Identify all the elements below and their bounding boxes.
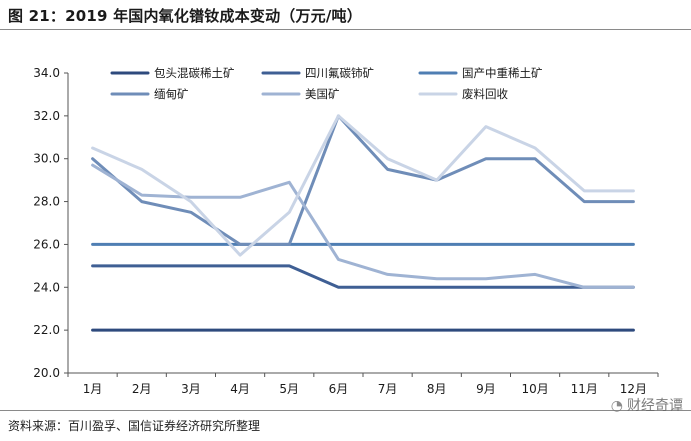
wechat-icon: ◔ [610, 398, 623, 414]
y-tick-label: 32.0 [33, 109, 60, 123]
y-tick-label: 26.0 [33, 237, 60, 251]
series-line-5 [91, 163, 635, 289]
chart-title: 图 21：2019 年国内氧化镨钕成本变动（万元/吨） [8, 7, 362, 25]
x-tick-label: 11月 [571, 382, 598, 396]
x-tick-label: 5月 [279, 382, 299, 396]
y-tick-label: 34.0 [33, 66, 60, 80]
series-line-4 [91, 114, 635, 246]
chart-series-lines [91, 114, 635, 332]
watermark-text: 财经奇谭 [627, 398, 683, 414]
legend-label-5: 美国矿 [305, 87, 340, 101]
x-tick-label: 2月 [132, 382, 152, 396]
legend-label-3: 国产中重稀土矿 [462, 66, 543, 80]
legend-label-6: 废料回收 [462, 87, 508, 101]
x-tick-label: 7月 [378, 382, 398, 396]
x-tick-label: 8月 [427, 382, 447, 396]
x-tick-label: 12月 [620, 382, 647, 396]
title-bar: 图 21：2019 年国内氧化镨钕成本变动（万元/吨） [0, 0, 691, 30]
legend-label-4: 缅甸矿 [154, 87, 189, 101]
x-tick-label: 3月 [181, 382, 201, 396]
footer-divider [0, 410, 691, 411]
y-tick-label: 28.0 [33, 195, 60, 209]
x-tick-label: 1月 [83, 382, 103, 396]
series-line-6 [91, 114, 635, 257]
x-tick-label: 4月 [230, 382, 250, 396]
line-chart: 20.0 22.0 24.0 26.0 28.0 30.0 32.0 34.0 1月 2月 3月 4月… [33, 66, 659, 396]
y-tick-label: 30.0 [33, 152, 60, 166]
y-tick-label: 24.0 [33, 280, 60, 294]
chart-axes: 20.0 22.0 24.0 26.0 28.0 30.0 32.0 34.0 1月 2月 3月 4月… [33, 66, 659, 396]
x-tick-label: 10月 [521, 382, 548, 396]
x-tick-label: 6月 [329, 382, 349, 396]
source-note: 资料来源：百川盈孚、国信证券经济研究所整理 [8, 419, 261, 433]
y-tick-label: 20.0 [33, 366, 60, 380]
x-tick-label: 9月 [476, 382, 496, 396]
y-tick-label: 22.0 [33, 323, 60, 337]
watermark: ◔ 财经奇谭 [611, 395, 683, 415]
legend-label-1: 包头混碳稀土矿 [154, 66, 235, 80]
legend-label-2: 四川氟碳铈矿 [305, 66, 374, 80]
series-line-2 [91, 264, 635, 289]
